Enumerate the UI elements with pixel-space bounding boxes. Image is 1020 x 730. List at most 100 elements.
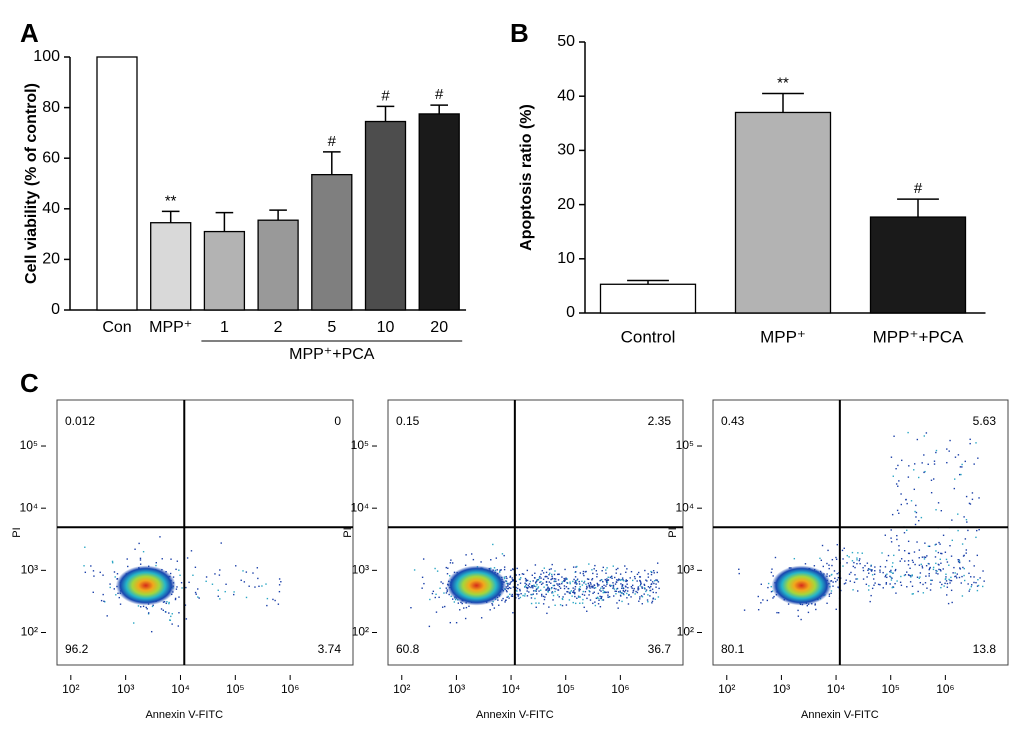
significance-mark: # [435, 86, 444, 103]
y-tick-label: 20 [557, 196, 575, 213]
x-tick-label: 10³ [448, 682, 465, 696]
y-tick-label: 10³ [352, 563, 369, 577]
significance-mark: # [328, 133, 337, 150]
y-tick-label: 10⁴ [19, 500, 38, 514]
x-tick-label: MPP⁺+PCA [873, 327, 964, 346]
quadrant-percent: 13.8 [973, 642, 997, 656]
error-bar [215, 211, 234, 232]
y-tick-label: 10² [21, 625, 38, 639]
x-tick-label: 10² [393, 682, 410, 696]
y-tick-label: 40 [42, 200, 60, 217]
x-tick-label: 10⁴ [827, 682, 846, 696]
density-core [771, 565, 832, 606]
x-tick-label: 1 [220, 319, 229, 336]
x-tick-label: 10⁶ [936, 682, 954, 696]
x-tick-label: Con [102, 319, 131, 336]
bar [599, 283, 697, 314]
bar [96, 56, 138, 311]
significance-mark: ** [165, 192, 177, 209]
y-tick-label: 10⁵ [351, 438, 369, 452]
x-tick-label: 10⁶ [281, 682, 299, 696]
y-tick-label: 10 [557, 250, 575, 267]
x-tick-label: 10 [377, 319, 395, 336]
x-tick-label: MPP⁺ [760, 327, 806, 346]
y-tick-label: 10² [352, 625, 369, 639]
error-bar [323, 151, 341, 175]
bar [869, 216, 967, 314]
quadrant-percent: 5.63 [973, 414, 997, 428]
x-tick-label: 10⁵ [226, 682, 244, 696]
quadrant-percent: 80.1 [721, 642, 745, 656]
x-tick-label: 20 [430, 319, 448, 336]
quadrant-percent: 3.74 [318, 642, 342, 656]
bar [203, 230, 246, 311]
x-axis-label: Annexin V-FITC [145, 709, 223, 721]
group-label: MPP⁺+PCA [289, 346, 375, 363]
y-tick-label: 10⁵ [676, 438, 694, 452]
quadrant-percent: 36.7 [648, 642, 672, 656]
y-axis-label: PI [11, 527, 23, 537]
quadrant-percent: 0.15 [396, 414, 420, 428]
y-tick-label: 10⁴ [350, 500, 369, 514]
y-tick-label: 10³ [677, 563, 694, 577]
x-tick-label: 10³ [773, 682, 790, 696]
x-tick-label: 2 [274, 319, 283, 336]
x-tick-label: 10⁴ [171, 682, 190, 696]
x-tick-label: 10⁵ [882, 682, 900, 696]
error-bar [762, 92, 804, 113]
y-tick-label: 100 [33, 48, 60, 65]
panel-label: B [510, 18, 529, 48]
x-tick-label: Control [621, 327, 676, 346]
bar [257, 219, 299, 311]
y-tick-label: 10⁴ [675, 500, 694, 514]
x-tick-label: 5 [327, 319, 336, 336]
x-tick-label: MPP⁺ [149, 319, 192, 336]
y-tick-label: 30 [557, 142, 575, 159]
error-bar [897, 198, 939, 218]
x-tick-label: 10⁵ [557, 682, 575, 696]
y-tick-label: 10³ [21, 563, 38, 577]
y-tick-label: 40 [557, 87, 575, 104]
x-axis-label: Annexin V-FITC [476, 709, 554, 721]
y-tick-label: 0 [51, 301, 60, 318]
x-tick-label: 10⁶ [611, 682, 629, 696]
bar [150, 222, 192, 311]
x-tick-label: 10² [718, 682, 735, 696]
panel-label: C [20, 368, 39, 398]
quadrant-percent: 60.8 [396, 642, 420, 656]
y-tick-label: 60 [42, 149, 60, 166]
plot-frame [56, 399, 354, 666]
significance-mark: ** [777, 74, 789, 91]
quadrant-percent: 2.35 [648, 414, 672, 428]
y-tick-label: 80 [42, 99, 60, 116]
quadrant-percent: 96.2 [65, 642, 89, 656]
y-axis-label: PI [667, 527, 679, 537]
bar [311, 173, 353, 311]
significance-mark: # [914, 180, 923, 197]
error-bar [161, 210, 180, 223]
bar [364, 120, 407, 311]
plot-frame [387, 399, 684, 666]
quadrant-percent: 0 [334, 414, 341, 428]
significance-mark: # [381, 87, 390, 104]
quadrant-percent: 0.43 [721, 414, 745, 428]
density-core [446, 565, 507, 606]
density-core [115, 565, 176, 606]
bar [418, 113, 460, 311]
y-axis-label: PI [342, 527, 354, 537]
error-bar [269, 209, 287, 221]
panel-label: A [20, 18, 39, 48]
error-bar [376, 105, 395, 122]
bar [734, 111, 832, 314]
y-axis-label: Cell viability (% of control) [23, 83, 40, 284]
y-tick-label: 10² [677, 625, 694, 639]
plot-frame [712, 399, 1009, 666]
x-tick-label: 10³ [117, 682, 134, 696]
y-tick-label: 0 [566, 304, 575, 321]
error-bar [430, 104, 448, 114]
y-tick-label: 20 [42, 251, 60, 268]
x-tick-label: 10⁴ [502, 682, 521, 696]
quadrant-percent: 0.012 [65, 414, 95, 428]
